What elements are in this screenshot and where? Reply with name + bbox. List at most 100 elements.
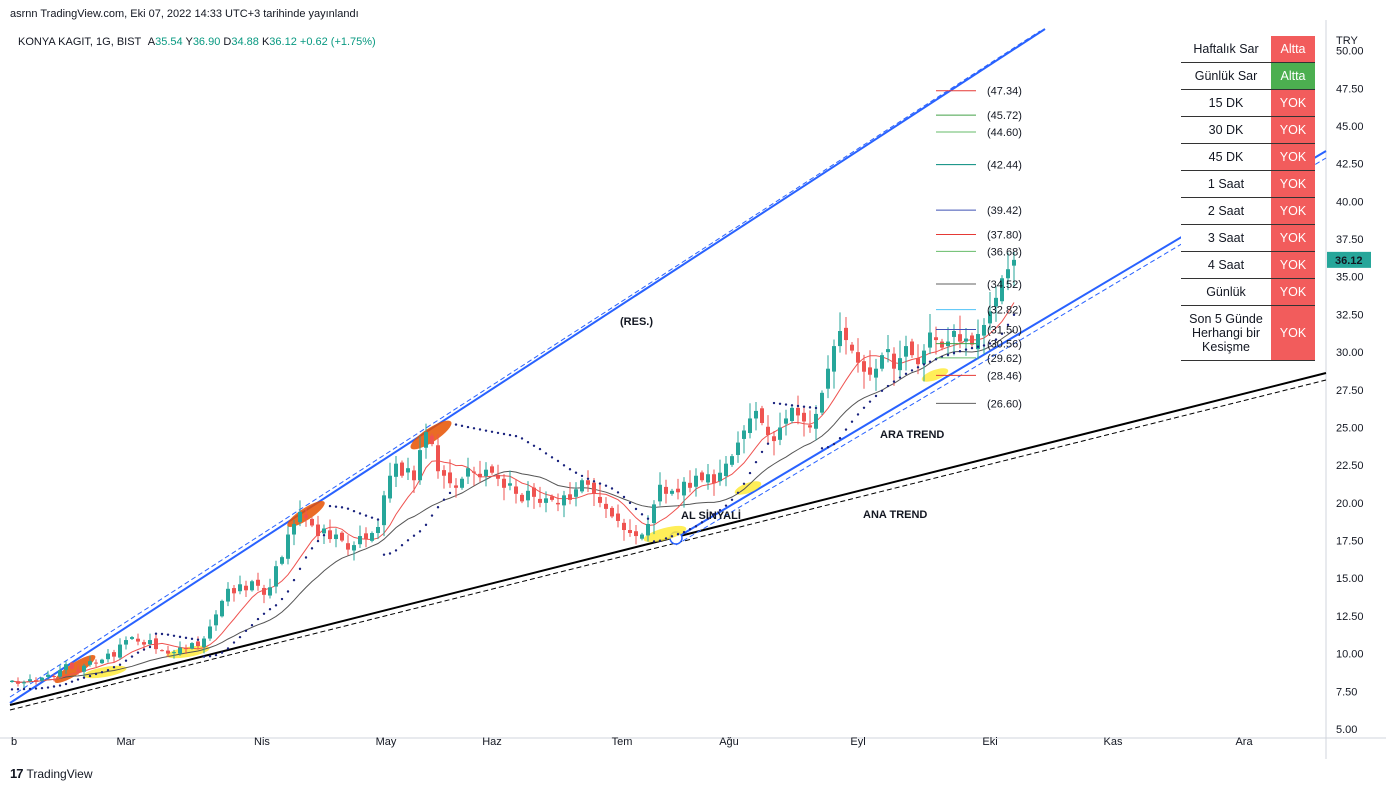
candle-body	[802, 412, 806, 422]
candle-body	[274, 566, 278, 587]
sar-dot	[922, 363, 926, 366]
footer-brand[interactable]: 17 TradingView	[10, 766, 93, 781]
candle-body	[544, 498, 548, 503]
sar-dot	[466, 425, 470, 429]
sar-dot	[214, 653, 218, 657]
candle-body	[160, 650, 164, 652]
sar-dot	[424, 523, 428, 527]
candle-body	[550, 496, 554, 500]
price-tick-label: 17.50	[1336, 536, 1364, 548]
candle-body	[352, 545, 356, 551]
sar-dot	[268, 608, 272, 611]
price-tick-label: 22.50	[1336, 460, 1364, 472]
sar-dot	[46, 686, 50, 689]
sar-dot	[946, 353, 950, 357]
sar-dot	[964, 348, 968, 351]
candle-body	[610, 507, 614, 517]
candle-body	[706, 474, 710, 483]
candle-body	[166, 650, 170, 654]
chart-annotation: (RES.)	[620, 316, 653, 328]
candle-body	[958, 334, 962, 342]
candle-body	[394, 463, 398, 477]
candle-body	[448, 472, 452, 484]
candle-body	[16, 681, 20, 684]
sar-dot	[124, 659, 128, 662]
sar-dot	[190, 637, 194, 641]
sar-dot	[976, 345, 980, 348]
candle-body	[148, 640, 152, 645]
candle-body	[832, 346, 836, 372]
signal-label: 30 DK	[1181, 116, 1271, 144]
candle-body	[532, 487, 536, 497]
candle-body	[928, 332, 932, 348]
signal-label: Günlük Sar	[1181, 62, 1271, 90]
candle-body	[838, 331, 842, 347]
fib-level-label: (45.72)	[987, 110, 1022, 122]
candle-body	[70, 662, 74, 669]
sar-dot	[154, 632, 158, 635]
candle-body	[112, 652, 116, 657]
signal-row: 30 DK YOK	[1181, 116, 1315, 144]
candle-body	[220, 600, 224, 617]
signal-row: Günlük Sar Altta	[1181, 62, 1315, 90]
candle-body	[616, 513, 620, 521]
candle-body	[406, 468, 410, 473]
sar-dot	[592, 480, 596, 483]
candle-body	[244, 585, 248, 591]
candle-body	[916, 358, 920, 365]
signal-value: YOK	[1271, 197, 1315, 225]
candle-body	[868, 367, 872, 375]
candle-body	[598, 496, 602, 503]
fib-level-label: (28.46)	[987, 370, 1022, 382]
fib-level-label: (39.42)	[987, 205, 1022, 217]
candle-body	[76, 669, 80, 672]
time-tick-May: May	[376, 736, 397, 748]
candle-body	[952, 331, 956, 337]
close-value: 36.12	[269, 36, 297, 48]
candle-body	[82, 665, 86, 672]
resistance-line-dashed	[9, 30, 1041, 698]
candle-body	[358, 536, 362, 545]
sar-dot	[400, 543, 404, 547]
sar-dot	[622, 495, 626, 499]
sar-dot	[670, 535, 674, 538]
sar-dot	[106, 668, 110, 672]
candle-body	[970, 335, 974, 345]
candle-body	[382, 495, 386, 526]
sar-dot	[688, 528, 692, 531]
candle-body	[334, 534, 338, 540]
sar-dot	[364, 514, 368, 517]
candle-body	[52, 676, 56, 678]
candle-body	[340, 532, 344, 541]
sar-dot	[490, 430, 494, 433]
signal-row: 15 DK YOK	[1181, 89, 1315, 117]
sar-dot	[580, 474, 584, 478]
candle-body	[760, 408, 764, 423]
candle-body	[142, 642, 146, 645]
sar-dot	[532, 444, 536, 447]
candle-body	[64, 664, 68, 670]
sar-dot	[604, 484, 608, 487]
sar-dot	[274, 604, 278, 607]
sar-dot	[94, 672, 98, 676]
candle-body	[46, 674, 50, 677]
candle-body	[310, 518, 314, 526]
brand-text: TradingView	[26, 766, 93, 781]
fib-level-label: (36.68)	[987, 246, 1022, 258]
sar-dot	[568, 468, 572, 471]
candle-body	[1006, 269, 1010, 279]
candle-body	[814, 413, 818, 429]
sar-dot	[448, 491, 452, 495]
sar-dot	[658, 539, 662, 542]
sar-dot	[916, 366, 920, 369]
candle-body	[988, 311, 992, 324]
sar-dot	[856, 413, 860, 416]
candle-body	[580, 480, 584, 492]
sar-dot	[472, 427, 476, 430]
sar-dot	[244, 629, 248, 633]
candle-body	[886, 349, 890, 353]
sar-dot	[586, 477, 590, 480]
candle-body	[904, 346, 908, 357]
sar-dot	[52, 685, 56, 688]
